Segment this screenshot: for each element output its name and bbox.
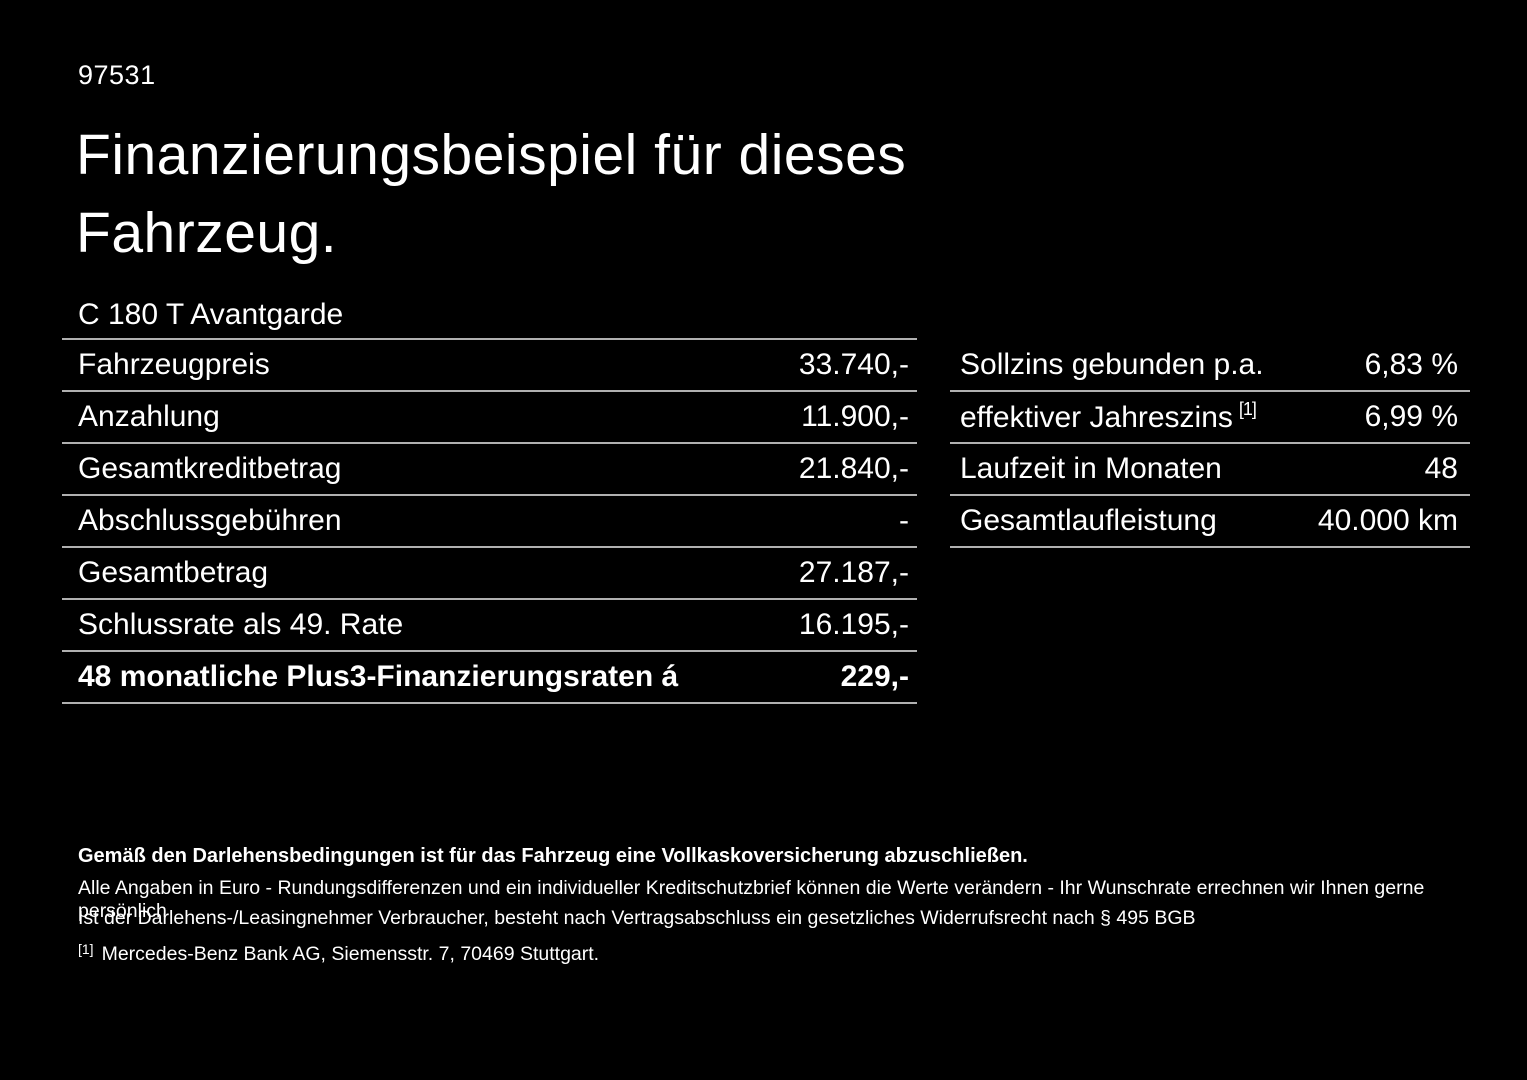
finance-table: C 180 T Avantgarde Fahrzeugpreis 33.740,… <box>62 292 917 704</box>
page-title-line-1: Finanzierungsbeispiel für dieses <box>76 123 907 187</box>
vehicle-model-heading: C 180 T Avantgarde <box>62 292 917 340</box>
page-title-line-2: Fahrzeug. <box>76 201 338 265</box>
conditions-table: Sollzins gebunden p.a. 6,83 % effektiver… <box>950 340 1470 548</box>
row-label: Sollzins gebunden p.a. <box>960 348 1264 381</box>
table-row: Gesamtkreditbetrag 21.840,- <box>62 444 917 496</box>
row-label: Laufzeit in Monaten <box>960 452 1222 485</box>
row-value: 11.900,- <box>801 400 909 433</box>
row-value: 27.187,- <box>798 556 909 589</box>
row-value: 33.740,- <box>798 348 909 381</box>
vehicle-model-label: C 180 T Avantgarde <box>78 298 344 331</box>
footnote: [1] Mercedes-Benz Bank AG, Siemensstr. 7,… <box>78 941 1478 966</box>
table-row: Gesamtlaufleistung 40.000 km <box>950 496 1470 548</box>
row-label: Schlussrate als 49. Rate <box>78 608 404 641</box>
table-row: Anzahlung 11.900,- <box>62 392 917 444</box>
footnote-text: Mercedes-Benz Bank AG, Siemensstr. 7, 70… <box>101 943 600 965</box>
table-row: Fahrzeugpreis 33.740,- <box>62 340 917 392</box>
table-row: Abschlussgebühren - <box>62 496 917 548</box>
row-value: 16.195,- <box>798 608 909 641</box>
row-label: Gesamtkreditbetrag <box>78 452 342 485</box>
row-label: Anzahlung <box>78 400 220 433</box>
disclaimer-line-2: Ist der Darlehens-/Leasingnehmer Verbrau… <box>78 907 1196 929</box>
footnote-marker: [1] <box>1238 399 1257 419</box>
row-value: 229,- <box>840 660 909 693</box>
row-value: 40.000 km <box>1317 504 1458 537</box>
disclaimer-line-1: Alle Angaben in Euro - Rundungsdifferenz… <box>78 877 1425 922</box>
row-label: 48 monatliche Plus3-Finanzierungsraten á <box>78 660 679 693</box>
document-number: 97531 <box>78 60 156 90</box>
page-title: Finanzierungsbeispiel für dieses Fahrzeu… <box>76 116 906 272</box>
row-label: Fahrzeugpreis <box>78 348 270 381</box>
row-label: Abschlussgebühren <box>78 504 342 537</box>
table-row: Laufzeit in Monaten 48 <box>950 444 1470 496</box>
table-row: Gesamtbetrag 27.187,- <box>62 548 917 600</box>
row-value: 6,83 % <box>1364 348 1458 381</box>
footnote-marker: [1] <box>78 941 94 957</box>
table-row: Schlussrate als 49. Rate 16.195,- <box>62 600 917 652</box>
table-row: effektiver Jahreszins [1] 6,99 % <box>950 392 1470 444</box>
row-label: Gesamtlaufleistung <box>960 504 1217 537</box>
row-value: 21.840,- <box>798 452 909 485</box>
table-row-monthly-rate: 48 monatliche Plus3-Finanzierungsraten á… <box>62 652 917 704</box>
row-value: 6,99 % <box>1364 400 1458 433</box>
row-value: - <box>899 504 909 537</box>
insurance-note: Gemäß den Darlehensbedingungen ist für d… <box>78 845 1028 867</box>
row-label: effektiver Jahreszins [1] <box>960 399 1257 434</box>
row-value: 48 <box>1424 452 1458 485</box>
table-row: Sollzins gebunden p.a. 6,83 % <box>950 340 1470 392</box>
row-label: Gesamtbetrag <box>78 556 269 589</box>
